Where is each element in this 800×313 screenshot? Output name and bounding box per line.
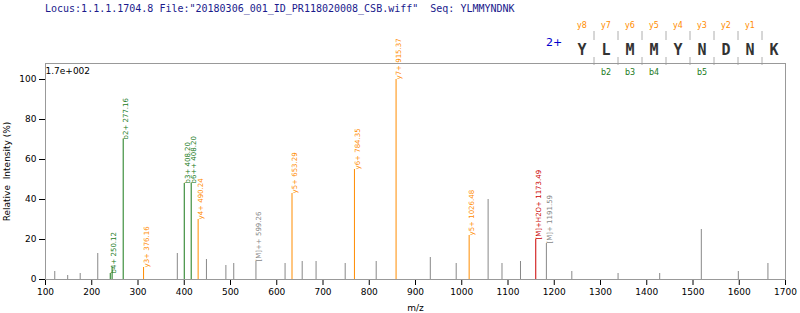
svg-text:y5: y5 <box>649 21 659 30</box>
svg-text:1500: 1500 <box>682 287 705 297</box>
svg-text:600: 600 <box>268 287 285 297</box>
svg-text:y1: y1 <box>745 21 755 30</box>
svg-text:400: 400 <box>176 287 193 297</box>
svg-text:80: 80 <box>25 114 37 124</box>
svg-text:K: K <box>769 41 778 59</box>
svg-text:1200: 1200 <box>543 287 566 297</box>
svg-text:y7: y7 <box>601 21 611 30</box>
svg-text:b6++ 408.20: b6++ 408.20 <box>190 136 198 183</box>
svg-text:b2: b2 <box>601 68 611 77</box>
svg-text:D: D <box>721 41 730 59</box>
svg-text:0: 0 <box>31 274 37 284</box>
svg-text:[M]++ 599.26: [M]++ 599.26 <box>255 211 263 261</box>
svg-text:b4+ 250.12: b4+ 250.12 <box>109 232 117 273</box>
svg-text:y5+ 1026.48: y5+ 1026.48 <box>468 190 476 236</box>
svg-text:200: 200 <box>83 287 100 297</box>
svg-text:Y: Y <box>673 41 682 59</box>
svg-text:b5: b5 <box>697 68 707 77</box>
svg-text:y5+ 653.29: y5+ 653.29 <box>291 152 299 193</box>
svg-text:y4: y4 <box>673 21 683 30</box>
svg-text:M: M <box>625 41 634 59</box>
svg-text:60: 60 <box>25 154 37 164</box>
svg-text:b4: b4 <box>649 68 659 77</box>
html-text:Locus:1.1.1.1704.8 File:"20180: Locus:1.1.1.1704.8 File:"20180306_001_ID… <box>45 3 515 14</box>
svg-text:800: 800 <box>361 287 378 297</box>
svg-text:b3: b3 <box>625 68 635 77</box>
svg-text:1.7e+002: 1.7e+002 <box>46 66 91 76</box>
svg-text:1600: 1600 <box>728 287 751 297</box>
svg-text:Y: Y <box>577 41 586 59</box>
svg-text:y8: y8 <box>577 21 587 30</box>
svg-text:1100: 1100 <box>497 287 520 297</box>
svg-text:M: M <box>649 41 658 59</box>
svg-text:1400: 1400 <box>635 287 658 297</box>
svg-text:b2+ 277.16: b2+ 277.16 <box>122 97 130 139</box>
svg-text:y6+ 784.35: y6+ 784.35 <box>354 128 362 169</box>
svg-text:N: N <box>697 41 706 59</box>
svg-text:N: N <box>745 41 754 59</box>
svg-text:500: 500 <box>222 287 239 297</box>
svg-text:2+: 2+ <box>546 36 562 49</box>
svg-text:100: 100 <box>19 74 36 84</box>
svg-text:20: 20 <box>25 234 37 244</box>
svg-text:y3: y3 <box>697 21 707 30</box>
svg-text:y2: y2 <box>721 21 731 30</box>
svg-text:y4+ 490.24: y4+ 490.24 <box>197 178 205 220</box>
svg-text:[M]+ 1191.59: [M]+ 1191.59 <box>546 195 554 244</box>
svg-text:40: 40 <box>25 194 37 204</box>
svg-text:700: 700 <box>314 287 331 297</box>
svg-text:1700: 1700 <box>774 287 797 297</box>
svg-text:b3+ 408.20: b3+ 408.20 <box>183 142 192 184</box>
svg-text:1000: 1000 <box>450 287 473 297</box>
svg-text:Relative Intensity (%): Relative Intensity (%) <box>2 122 12 222</box>
svg-text:1300: 1300 <box>589 287 612 297</box>
svg-text:300: 300 <box>129 287 146 297</box>
svg-text:[M]+H2O+ 1173.49: [M]+H2O+ 1173.49 <box>535 170 543 240</box>
svg-text:100: 100 <box>37 287 54 297</box>
svg-text:900: 900 <box>407 287 424 297</box>
svg-text:y3+ 376.16: y3+ 376.16 <box>143 226 151 268</box>
svg-text:m/z: m/z <box>407 303 424 313</box>
svg-text:L: L <box>601 41 610 59</box>
svg-text:y7+ 915.37: y7+ 915.37 <box>395 38 403 79</box>
svg-text:y6: y6 <box>625 21 635 30</box>
